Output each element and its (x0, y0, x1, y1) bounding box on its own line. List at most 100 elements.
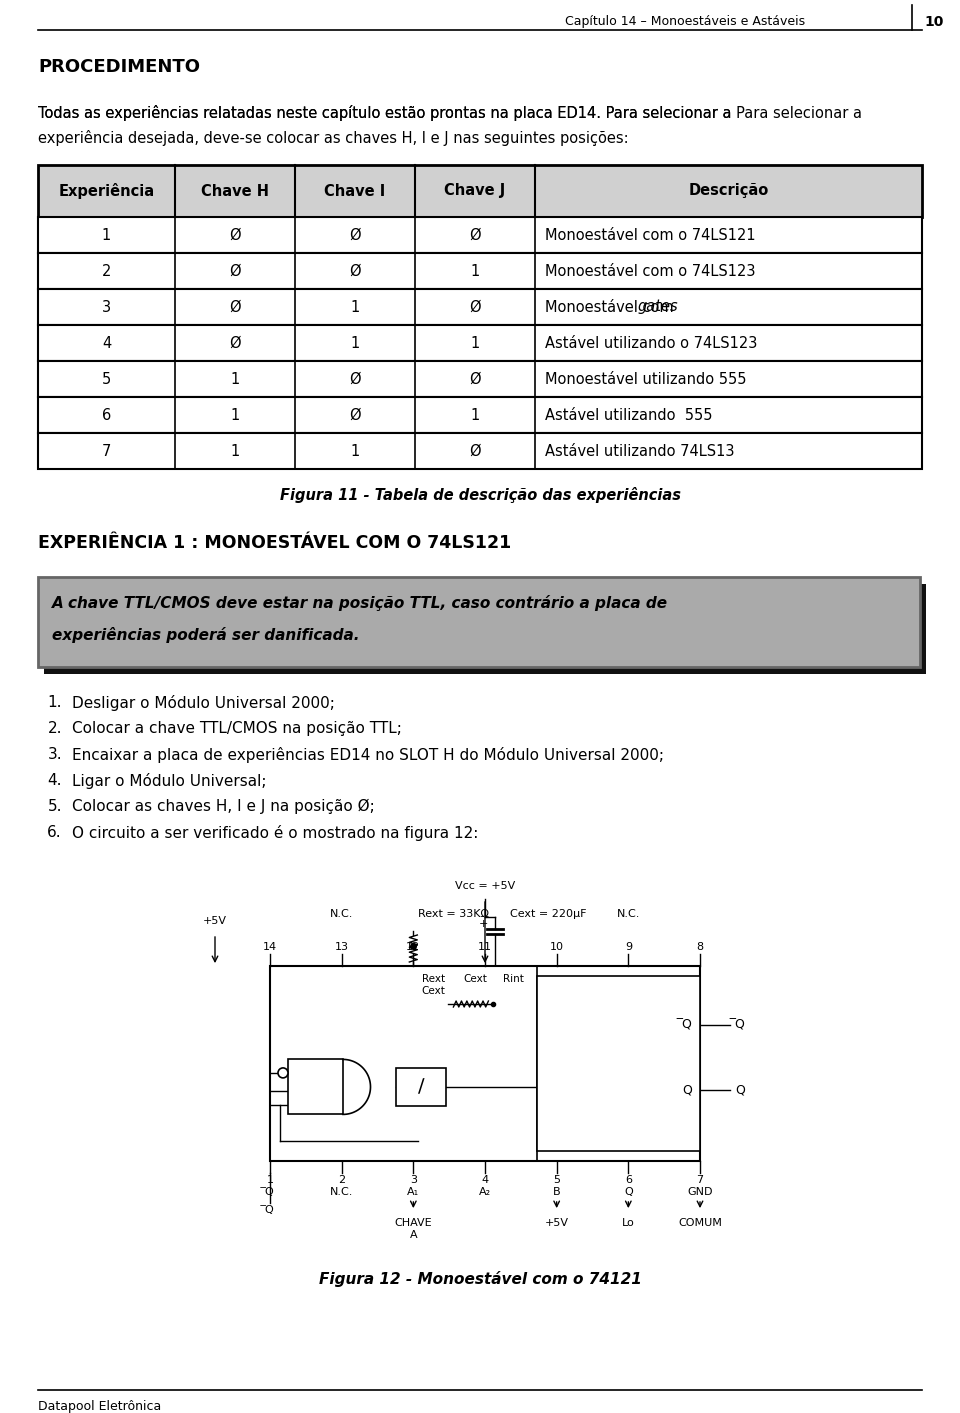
Text: 6.: 6. (47, 825, 62, 839)
Bar (288, 1060, 343, 1115)
Text: Chave I: Chave I (324, 184, 386, 198)
Text: Todas as experiências relatadas neste capítulo estão prontas na placa ED14. Para: Todas as experiências relatadas neste ca… (38, 105, 862, 122)
Text: Ø: Ø (469, 300, 481, 315)
Text: Ø: Ø (349, 372, 361, 387)
Text: EXPERIÊNCIA 1 : MONOESTÁVEL COM O 74LS121: EXPERIÊNCIA 1 : MONOESTÁVEL COM O 74LS12… (38, 534, 512, 552)
Text: 10: 10 (550, 942, 564, 952)
Text: Ø: Ø (349, 227, 361, 243)
Text: 5.: 5. (47, 798, 62, 814)
Text: 1: 1 (350, 335, 360, 350)
Text: Rint: Rint (503, 974, 524, 983)
Text: Ø: Ø (349, 263, 361, 278)
Bar (38, 397, 922, 432)
Text: Figura 11 - Tabela de descrição das experiências: Figura 11 - Tabela de descrição das expe… (279, 487, 681, 503)
Text: Astável utilizando o 74LS123: Astável utilizando o 74LS123 (545, 335, 757, 350)
Text: +5V: +5V (544, 1218, 568, 1228)
Text: B: B (553, 1187, 561, 1197)
Text: 1: 1 (470, 263, 480, 278)
Text: 3: 3 (410, 1176, 417, 1186)
Text: ̅Q: ̅Q (266, 1205, 275, 1215)
Bar (270, 966, 700, 1161)
Text: A₂: A₂ (479, 1187, 492, 1197)
Text: 6: 6 (625, 1176, 632, 1186)
Text: Desligar o Módulo Universal 2000;: Desligar o Módulo Universal 2000; (72, 695, 335, 711)
Text: Cext = 220μF: Cext = 220μF (510, 909, 587, 918)
Text: Rext = 33KΩ: Rext = 33KΩ (419, 909, 490, 918)
Text: Monoestável com o 74LS121: Monoestável com o 74LS121 (545, 227, 756, 243)
Text: Datapool Eletrônica: Datapool Eletrônica (38, 1400, 161, 1413)
Text: Ø: Ø (229, 300, 241, 315)
Text: Q: Q (683, 1084, 692, 1096)
Text: Ligar o Módulo Universal;: Ligar o Módulo Universal; (72, 773, 267, 788)
Bar (38, 360, 922, 397)
Text: 4: 4 (102, 335, 111, 350)
Text: 13: 13 (335, 942, 348, 952)
Text: Rext: Rext (421, 974, 445, 983)
Text: O circuito a ser verificado é o mostrado na figura 12:: O circuito a ser verificado é o mostrado… (72, 825, 478, 841)
Text: 6: 6 (102, 407, 111, 422)
Text: Ø: Ø (469, 227, 481, 243)
Bar (396, 1068, 446, 1106)
Text: 2.: 2. (47, 721, 62, 736)
Text: 7: 7 (696, 1176, 704, 1186)
Text: Ø: Ø (469, 372, 481, 387)
Text: 5: 5 (102, 372, 111, 387)
Text: 5: 5 (553, 1176, 561, 1186)
Text: experiência desejada, deve-se colocar as chaves H, I e J nas seguintes posições:: experiência desejada, deve-se colocar as… (38, 130, 629, 146)
Text: Monoestável utilizando 555: Monoestável utilizando 555 (545, 372, 747, 387)
Text: Lo: Lo (622, 1218, 635, 1228)
Bar (38, 325, 922, 360)
Text: 7: 7 (102, 444, 111, 458)
Text: 1: 1 (267, 1176, 274, 1186)
Text: PROCEDIMENTO: PROCEDIMENTO (38, 58, 200, 76)
Bar (44, 584, 926, 674)
Text: 2: 2 (102, 263, 111, 278)
Text: A chave TTL/CMOS deve estar na posição TTL, caso contrário a placa de: A chave TTL/CMOS deve estar na posição T… (52, 595, 668, 610)
Text: Encaixar a placa de experiências ED14 no SLOT H do Módulo Universal 2000;: Encaixar a placa de experiências ED14 no… (72, 747, 664, 763)
Text: 1: 1 (230, 407, 240, 422)
Bar (38, 432, 922, 469)
Text: CHAVE
A: CHAVE A (395, 1218, 432, 1239)
Text: 11: 11 (478, 942, 492, 952)
Text: gates: gates (637, 300, 679, 315)
Text: Astável utilizando 74LS13: Astável utilizando 74LS13 (545, 444, 734, 458)
Text: 1: 1 (470, 335, 480, 350)
Text: 1: 1 (230, 372, 240, 387)
Text: 3: 3 (102, 300, 111, 315)
Text: Capítulo 14 – Monoestáveis e Astáveis: Capítulo 14 – Monoestáveis e Astáveis (565, 16, 805, 28)
Text: Ø: Ø (469, 444, 481, 458)
Text: 1: 1 (102, 227, 111, 243)
Text: Chave J: Chave J (444, 184, 506, 198)
Text: Q: Q (735, 1084, 745, 1096)
Bar (38, 577, 920, 667)
Text: Cext: Cext (464, 974, 488, 983)
Text: Monoestável com o 74LS123: Monoestável com o 74LS123 (545, 263, 756, 278)
Text: N.C.: N.C. (330, 909, 353, 918)
Text: Colocar a chave TTL/CMOS na posição TTL;: Colocar a chave TTL/CMOS na posição TTL; (72, 721, 402, 736)
Text: 1: 1 (350, 444, 360, 458)
Text: Vcc = +5V: Vcc = +5V (455, 880, 516, 892)
Text: ̅Q: ̅Q (683, 1019, 692, 1031)
Text: 12: 12 (406, 942, 420, 952)
Text: ̅Q: ̅Q (266, 1187, 275, 1197)
Text: GND: GND (687, 1187, 712, 1197)
Text: 3.: 3. (47, 747, 62, 762)
Text: Q: Q (624, 1187, 633, 1197)
Text: Astável utilizando  555: Astável utilizando 555 (545, 407, 712, 422)
Text: 1.: 1. (47, 695, 62, 709)
Text: Descrição: Descrição (688, 184, 769, 198)
Text: +: + (478, 918, 488, 928)
Bar (38, 290, 922, 325)
Text: ∕: ∕ (418, 1077, 424, 1096)
Text: +5V: +5V (203, 916, 227, 926)
Bar (38, 165, 922, 218)
Bar (38, 253, 922, 290)
Text: Ø: Ø (229, 263, 241, 278)
Text: Todas as experiências relatadas neste capítulo estão prontas na placa ED14. Para: Todas as experiências relatadas neste ca… (38, 105, 732, 122)
Text: Colocar as chaves H, I e J na posição Ø;: Colocar as chaves H, I e J na posição Ø; (72, 798, 374, 814)
Text: 4.: 4. (47, 773, 62, 788)
Bar (38, 218, 922, 253)
Circle shape (278, 1068, 288, 1078)
Text: 4: 4 (481, 1176, 489, 1186)
Text: Ø: Ø (229, 227, 241, 243)
